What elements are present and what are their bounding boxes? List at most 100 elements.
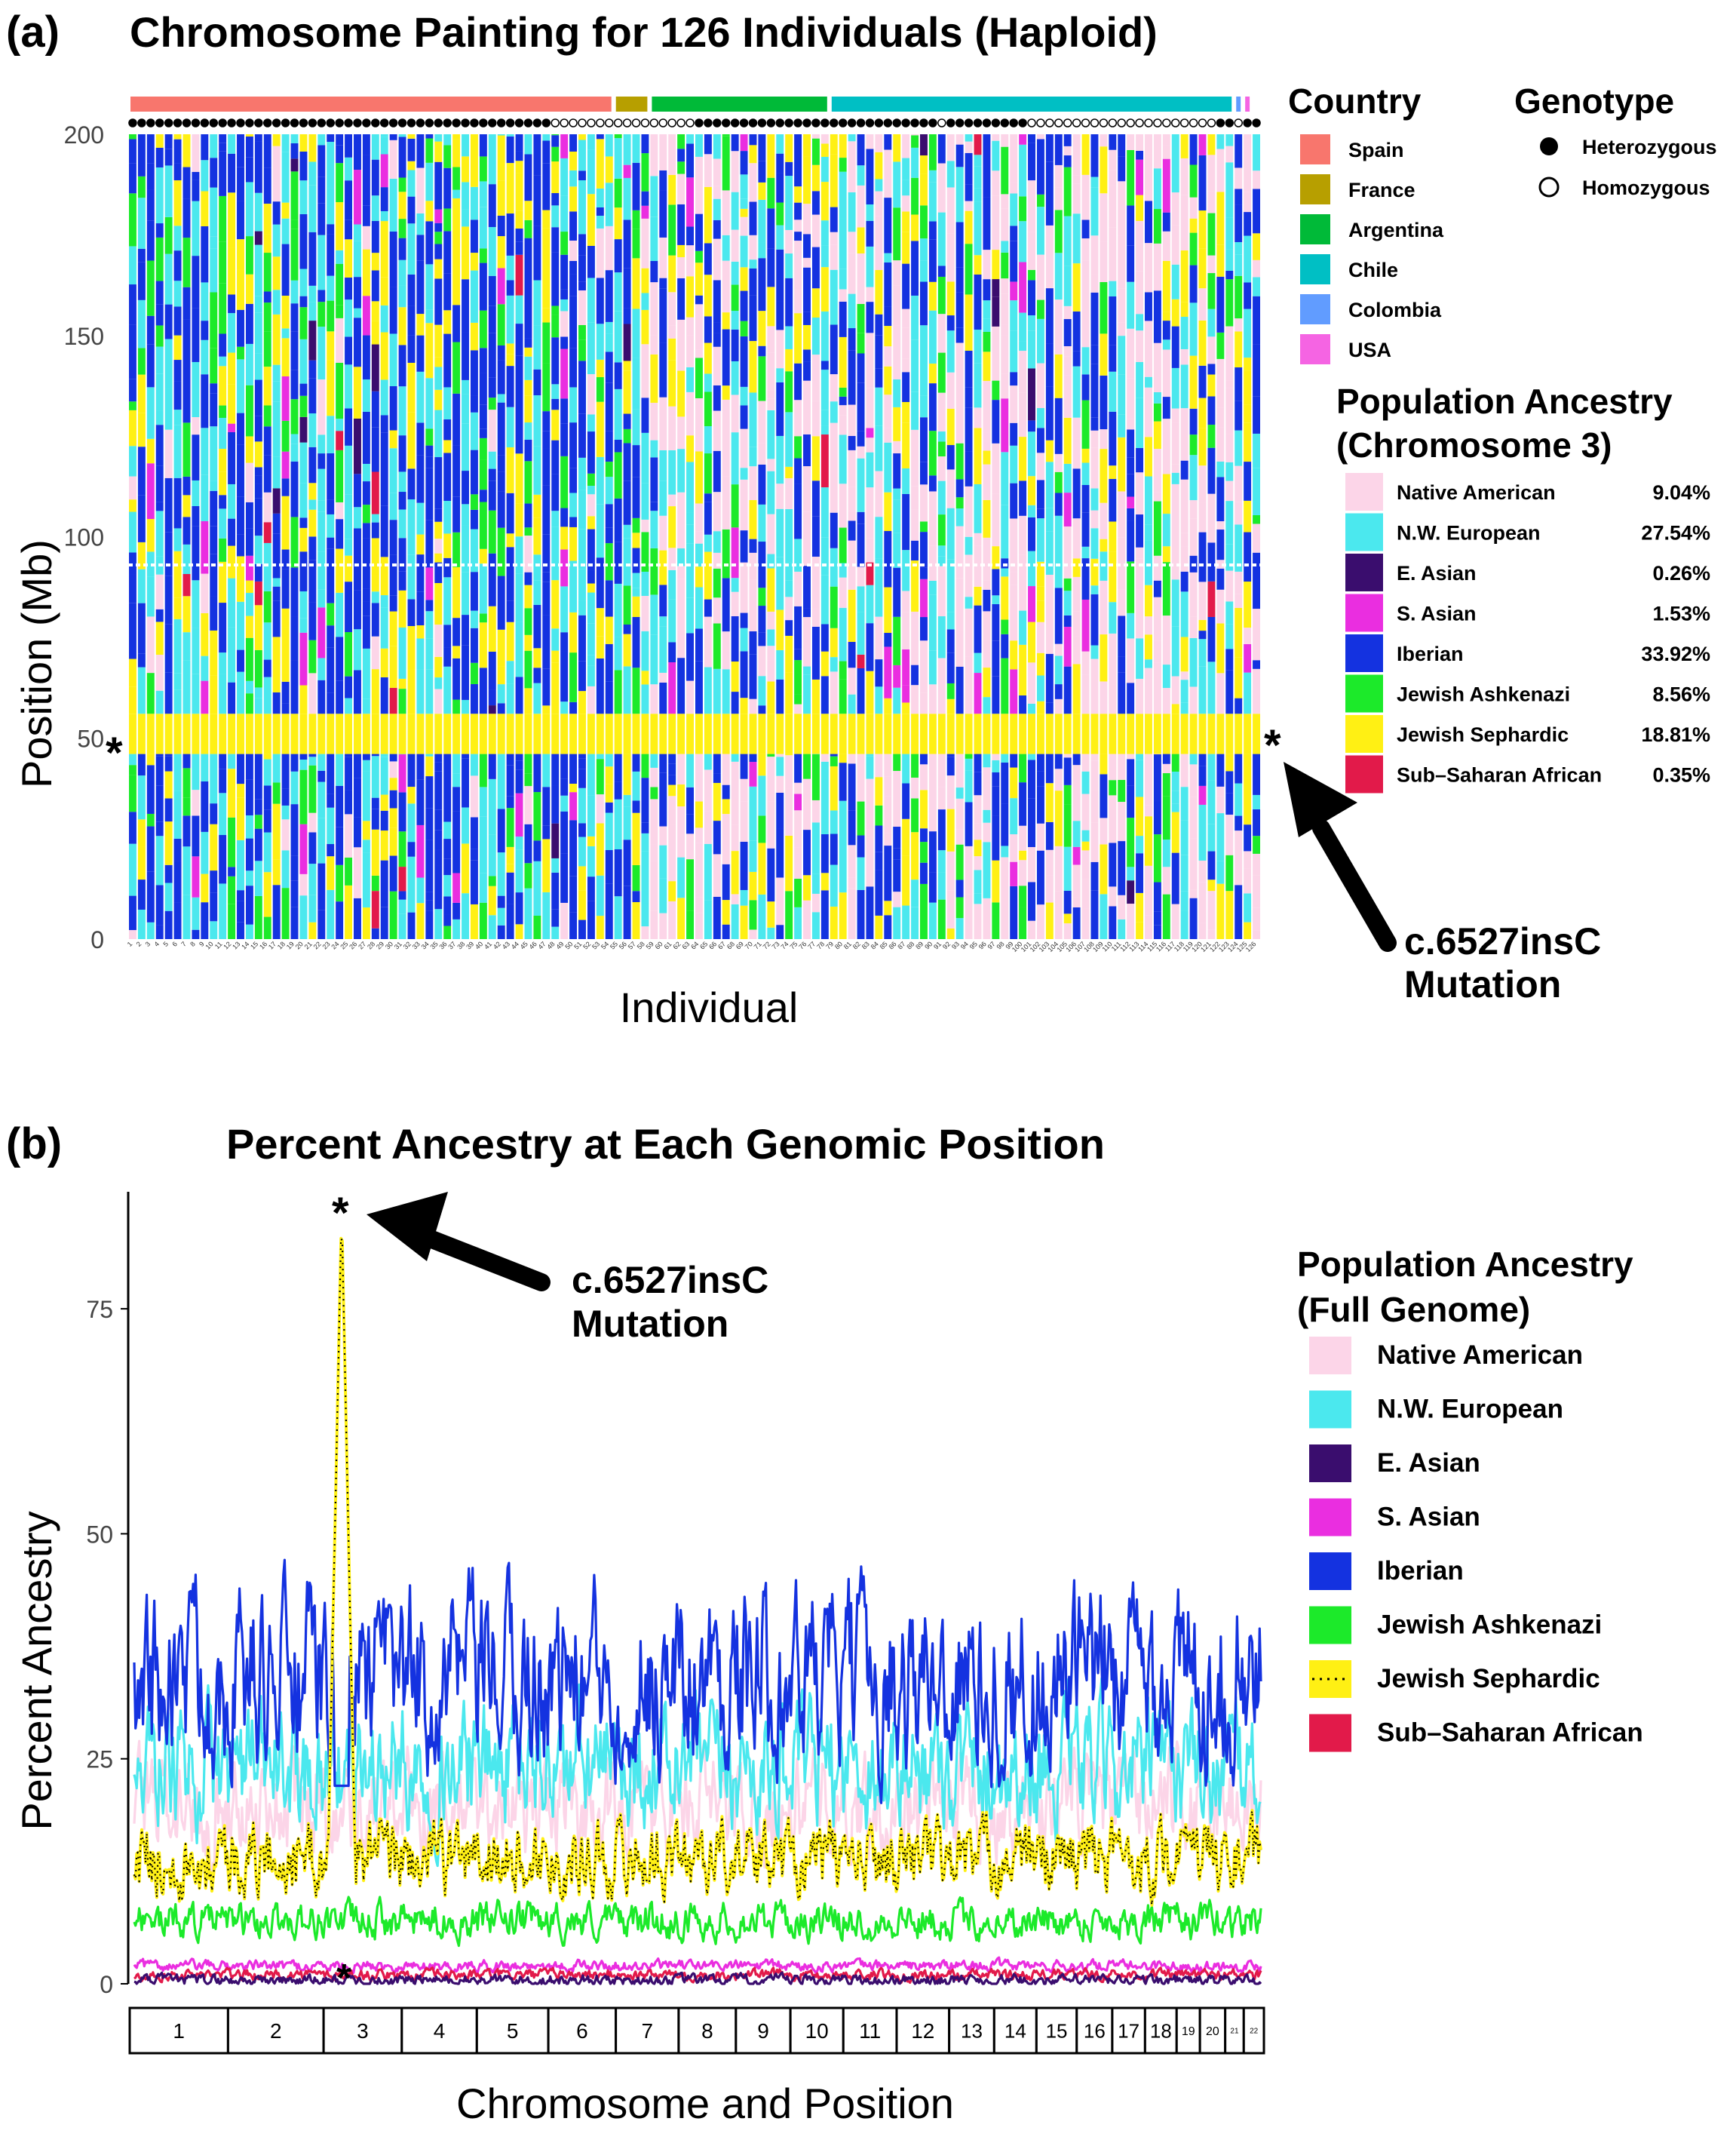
ancestry-segment: [884, 394, 892, 428]
ancestry-segment: [497, 666, 505, 685]
ancestry-segment: [1072, 351, 1081, 367]
ancestry-segment: [380, 210, 388, 222]
ancestry-segment: [1253, 468, 1260, 516]
ancestry-segment: [839, 415, 847, 435]
ancestry-segment: [146, 714, 155, 754]
ancestry-segment: [740, 698, 748, 714]
ancestry-segment: [965, 656, 973, 702]
chromosome-label: 14: [1004, 2019, 1026, 2042]
ancestry-segment: [1054, 539, 1063, 588]
ancestry-segment: [1235, 502, 1243, 525]
ancestry-segment: [560, 651, 569, 702]
ancestry-segment: [416, 213, 425, 235]
ancestry-segment: [902, 591, 910, 612]
ancestry-segment: [928, 776, 937, 832]
ancestry-segment: [164, 339, 173, 389]
ancestry-segment: [1010, 640, 1018, 670]
ancestry-segment: [470, 219, 478, 253]
genotype-dot: [1045, 118, 1054, 127]
ancestry-segment: [937, 266, 946, 277]
ancestry-segment: [155, 410, 164, 425]
ancestry-segment: [1244, 824, 1252, 852]
ancestry-segment: [1198, 248, 1207, 289]
ancestry-segment: [560, 778, 569, 796]
ancestry-segment: [1081, 674, 1090, 714]
ancestry-segment: [1253, 259, 1260, 278]
ancestry-segment: [245, 157, 253, 183]
ancestry-segment: [1001, 558, 1009, 569]
ancestry-segment: [146, 765, 155, 814]
chromosome-box-2: [226, 2006, 325, 2055]
ancestry-segment: [164, 910, 173, 939]
ancestry-segment: [182, 797, 191, 816]
genotype-dot: [713, 118, 722, 127]
ancestry-segment: [281, 202, 290, 219]
ancestry-segment: [1253, 660, 1260, 669]
ancestry-segment: [704, 900, 712, 939]
ancestry-segment: [1045, 531, 1054, 575]
ancestry-segment: [327, 714, 335, 754]
ancestry-segment: [155, 346, 164, 374]
ancestry-segment: [327, 889, 335, 939]
ancestry-segment: [578, 413, 586, 458]
ancestry-segment: [1054, 846, 1063, 892]
individual-column: [398, 134, 406, 939]
ancestry-segment: [659, 826, 667, 846]
ancestry-segment: [263, 455, 271, 493]
ancestry-segment: [1171, 225, 1179, 265]
ancestry-segment: [1019, 610, 1027, 645]
chromosome-box-10: [789, 2006, 845, 2055]
ancestry-segment: [614, 134, 622, 139]
country-bar-1: [615, 97, 648, 112]
ancestry-segment: [434, 410, 443, 458]
ancestry-segment: [290, 280, 299, 304]
ancestry-segment: [857, 165, 865, 186]
ancestry-segment: [830, 864, 838, 907]
ancestry-segment: [1216, 714, 1225, 754]
genotype-dot: [1054, 118, 1063, 127]
ancestry-segment: [1036, 518, 1044, 562]
legend-key-3: [1309, 1498, 1351, 1536]
ancestry-segment: [839, 434, 847, 484]
ancestry-segment: [1171, 852, 1179, 904]
ancestry-segment: [974, 673, 982, 714]
ancestry-segment: [731, 761, 739, 792]
ancestry-segment: [704, 186, 712, 244]
individual-column: [290, 134, 299, 939]
ancestry-segment: [1036, 508, 1044, 519]
ancestry-segment: [1235, 204, 1243, 242]
ancestry-segment: [677, 244, 686, 257]
ancestry-segment: [1145, 524, 1152, 541]
ancestry-segment: [1127, 612, 1135, 639]
ancestry-segment: [1090, 790, 1099, 823]
ancestry-segment: [587, 583, 595, 593]
ancestry-segment: [1010, 767, 1018, 799]
ancestry-segment: [623, 370, 631, 414]
ancestry-segment: [1045, 714, 1054, 754]
ancestry-segment: [1081, 771, 1090, 794]
ancestry-segment: [317, 680, 326, 714]
ancestry-segment: [641, 344, 649, 398]
ancestry-segment: [794, 907, 802, 939]
ancestry-segment: [776, 484, 784, 509]
ancestry-segment: [839, 387, 847, 397]
ancestry-segment: [155, 785, 164, 822]
ancestry-segment: [488, 834, 496, 876]
genotype-dot: [766, 118, 776, 127]
ancestry-segment: [731, 616, 739, 662]
ancestry-segment: [740, 405, 748, 429]
ancestry-segment: [1171, 533, 1179, 580]
ancestry-segment: [237, 901, 244, 923]
ancestry-segment: [596, 794, 604, 824]
ancestry-segment: [407, 754, 416, 787]
ancestry-segment: [192, 171, 200, 180]
ancestry-segment: [290, 229, 299, 281]
ancestry-segment: [902, 855, 910, 906]
ancestry-segment: [955, 267, 964, 293]
ancestry-segment: [389, 891, 397, 939]
y-tick-label: 50: [86, 1521, 113, 1548]
ancestry-segment: [1244, 192, 1252, 213]
ancestry-segment: [1028, 703, 1035, 714]
